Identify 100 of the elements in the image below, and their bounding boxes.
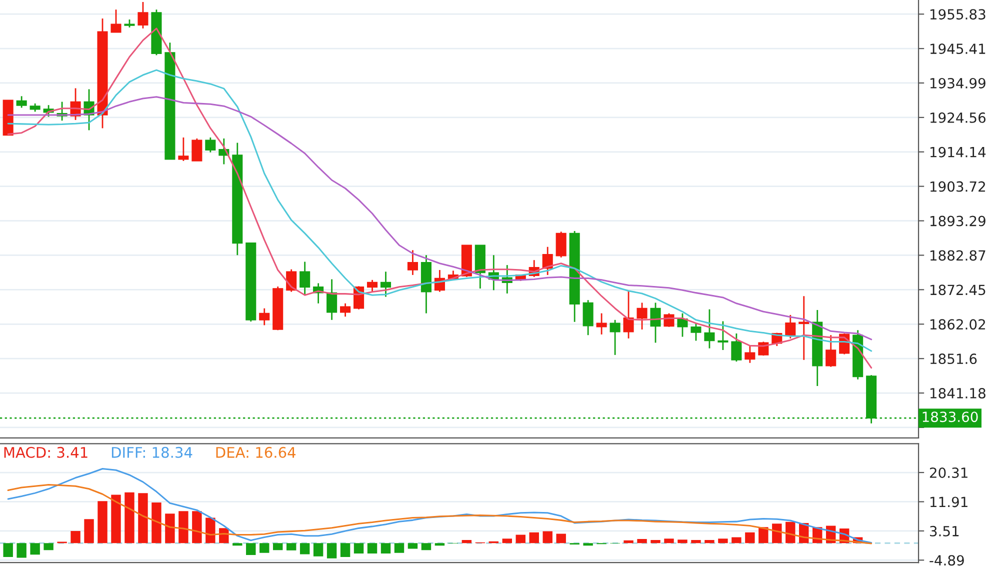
y-tick-label: 1955.83 <box>930 9 986 20</box>
candlestick <box>704 308 715 350</box>
bar <box>206 518 216 544</box>
candlestick <box>731 332 742 362</box>
bar <box>138 493 148 544</box>
candlestick <box>110 8 122 34</box>
bar <box>84 519 94 544</box>
bar <box>272 543 283 550</box>
bar <box>664 538 674 544</box>
bar <box>732 537 742 544</box>
bar <box>232 543 242 546</box>
y-tick-label: 3.51 <box>930 526 959 536</box>
bar <box>300 543 310 554</box>
y-tick-label: 20.31 <box>930 467 968 478</box>
bar <box>313 543 324 556</box>
bar <box>529 532 539 544</box>
candlestick <box>542 246 553 276</box>
series-label: DIFF: 18.34 <box>112 446 192 458</box>
line-series <box>7 484 872 544</box>
candlestick <box>798 295 810 361</box>
bar <box>246 543 256 555</box>
candlestick <box>826 334 836 368</box>
y-tick-label: 1862.02 <box>930 319 985 330</box>
y-tick-label: 11.91 <box>930 496 968 508</box>
candlestick <box>380 270 392 298</box>
y-tick-label: 1851.6 <box>930 354 977 364</box>
candlestick <box>407 249 418 276</box>
line-series <box>7 468 872 544</box>
bar <box>326 543 337 558</box>
y-tick-label: 1945.41 <box>930 44 986 54</box>
bar <box>3 543 13 558</box>
bar <box>745 532 755 544</box>
y-tick-label: 1893.29 <box>930 216 986 226</box>
candlestick <box>326 278 338 321</box>
y-tick-label: 1841.18 <box>930 388 986 398</box>
y-tick-label: 1903.72 <box>930 181 985 192</box>
y-tick-label: 1882.87 <box>930 250 986 261</box>
candlestick <box>300 261 310 296</box>
bar <box>394 543 404 553</box>
bar <box>408 543 418 549</box>
bar <box>367 543 378 554</box>
candlestick <box>596 312 607 336</box>
y-tick-label: 1924.56 <box>930 112 986 123</box>
candlestick <box>636 302 648 330</box>
candlestick <box>205 136 216 154</box>
bar <box>434 543 445 546</box>
bar <box>286 543 296 550</box>
bar <box>111 494 121 544</box>
bar <box>165 514 175 544</box>
bar <box>650 540 660 544</box>
bar <box>16 543 26 558</box>
candlestick <box>138 1 148 30</box>
candlestick <box>718 320 728 351</box>
bar <box>354 543 364 554</box>
y-tick-label: 1872.45 <box>930 284 986 296</box>
bar <box>704 540 714 544</box>
candlestick <box>785 314 796 340</box>
bar <box>624 540 634 544</box>
bar <box>98 501 108 544</box>
candlestick <box>340 302 351 318</box>
candlestick <box>582 299 594 336</box>
candlestick <box>556 230 566 258</box>
bar <box>178 511 188 544</box>
bar <box>124 492 134 544</box>
candlestick <box>178 136 189 162</box>
candlestick <box>744 344 756 364</box>
text: DEA: 16.64 <box>216 446 296 458</box>
bar <box>192 511 202 544</box>
line-series <box>7 28 872 369</box>
bar <box>637 538 647 544</box>
candlestick <box>650 302 661 344</box>
bar <box>516 534 526 544</box>
bar <box>30 543 40 555</box>
bar <box>340 543 350 558</box>
bar <box>502 538 512 544</box>
bar <box>772 524 782 544</box>
y-tick-label: 1934.99 <box>930 78 986 88</box>
candlestick <box>610 319 620 356</box>
ref-line-label: 1833.60 <box>922 412 978 422</box>
bar <box>70 530 80 544</box>
y-tick-label: 1914.14 <box>930 146 986 158</box>
candlestick <box>623 290 634 340</box>
candlestick <box>366 279 378 293</box>
bar <box>152 502 162 544</box>
bar <box>380 543 391 554</box>
bar <box>44 543 54 550</box>
candlestick <box>690 322 702 342</box>
candlestick <box>16 95 27 108</box>
bar <box>678 540 688 544</box>
bar <box>718 538 728 544</box>
bar <box>758 527 768 544</box>
candlestick <box>192 138 202 162</box>
bar <box>260 543 270 553</box>
bar <box>583 543 593 546</box>
text: MACD: 3.41 <box>4 446 88 458</box>
bar <box>556 534 566 544</box>
bar <box>421 543 432 550</box>
candlestick <box>677 312 688 338</box>
candlestick <box>259 308 270 326</box>
bar <box>691 540 701 544</box>
